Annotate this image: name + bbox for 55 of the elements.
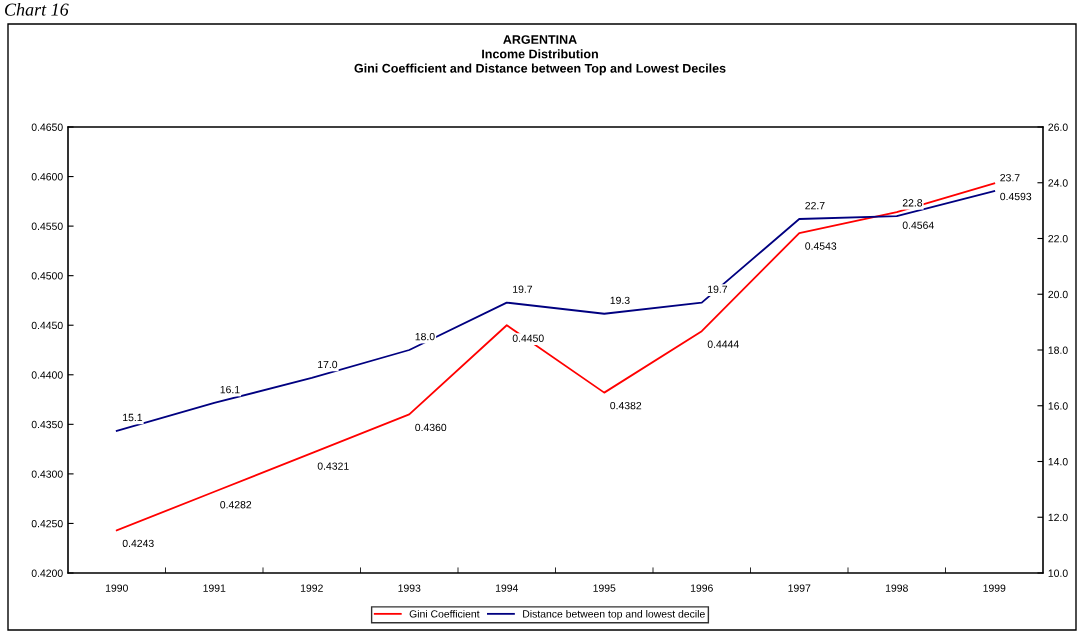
y2-tick-label: 22.0 xyxy=(1048,235,1068,243)
legend-label: Gini Coefficient xyxy=(409,609,480,618)
data-label: 23.7 xyxy=(1000,174,1020,182)
x-tick-label: 1991 xyxy=(203,584,226,592)
x-tick-label: 1994 xyxy=(495,584,519,592)
data-label: 18.0 xyxy=(415,332,435,341)
data-label: 16.1 xyxy=(220,385,240,394)
y-tick-label: 0.4200 xyxy=(31,569,63,577)
x-tick-label: 1995 xyxy=(593,584,616,592)
chart-title: ARGENTINA Income Distribution Gini Coefficient and Distance between Top and Lowest Deciles xyxy=(354,35,726,76)
y-tick-label: 0.4650 xyxy=(31,123,63,131)
y2-tick-label: 16.0 xyxy=(1048,402,1068,410)
y-tick-label: 0.4400 xyxy=(31,371,63,379)
data-label: 17.0 xyxy=(318,360,338,369)
data-label: 0.4450 xyxy=(512,334,544,342)
data-label: 19.7 xyxy=(708,285,728,293)
x-tick-label: 1998 xyxy=(885,584,908,592)
data-label: 19.7 xyxy=(513,285,533,293)
x-tick-label: 1990 xyxy=(105,584,128,592)
y-tick-label: 0.4350 xyxy=(31,420,63,429)
y-tick-label: 0.4300 xyxy=(31,470,63,478)
y-tick-label: 0.4550 xyxy=(31,222,63,230)
y2-tick-label: 12.0 xyxy=(1048,513,1068,522)
legend-label: Distance between top and lowest decile xyxy=(523,609,705,620)
caption: Chart 16 xyxy=(5,3,69,16)
y-tick-label: 0.4500 xyxy=(31,272,63,280)
y2-tick-label: 24.0 xyxy=(1048,179,1068,187)
data-label: 0.4593 xyxy=(1000,192,1032,201)
data-label: 0.4321 xyxy=(317,462,349,470)
y-tick-label: 0.4250 xyxy=(31,519,63,528)
line-series xyxy=(115,190,996,432)
line-series xyxy=(115,182,996,532)
data-label: 19.3 xyxy=(610,296,630,305)
data-label: 0.4444 xyxy=(707,340,739,348)
y2-tick-label: 10.0 xyxy=(1048,569,1068,577)
x-tick-label: 1999 xyxy=(983,584,1006,592)
data-label: 0.4282 xyxy=(220,501,252,509)
y2-tick-label: 20.0 xyxy=(1048,290,1068,299)
x-tick-label: 1993 xyxy=(398,584,421,592)
y2-tick-label: 14.0 xyxy=(1048,458,1068,466)
data-label: 0.4564 xyxy=(902,221,934,229)
x-tick-label: 1992 xyxy=(300,584,323,592)
y2-tick-label: 18.0 xyxy=(1048,346,1068,354)
data-label: 0.4243 xyxy=(122,539,154,548)
y-tick-label: 0.4600 xyxy=(31,173,63,181)
data-label: 0.4360 xyxy=(415,423,447,432)
data-label: 15.1 xyxy=(123,413,143,422)
data-label: 22.7 xyxy=(805,201,825,210)
x-tick-label: 1997 xyxy=(788,584,811,592)
x-tick-label: 1996 xyxy=(690,584,713,592)
y2-tick-label: 26.0 xyxy=(1048,123,1068,131)
data-label: 0.4382 xyxy=(610,401,642,410)
data-label: 22.8 xyxy=(902,199,923,207)
data-label: 0.4543 xyxy=(805,242,837,250)
y-tick-label: 0.4450 xyxy=(31,321,63,330)
